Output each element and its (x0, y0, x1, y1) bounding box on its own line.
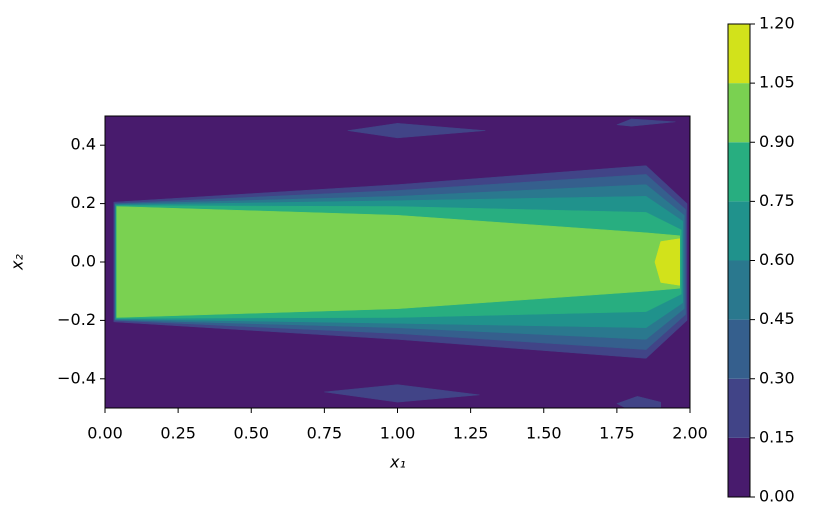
x-tick-label: 1.25 (453, 424, 489, 443)
y-tick-label: −0.4 (57, 368, 96, 387)
x-tick-label: 0.50 (233, 424, 269, 443)
x-tick-label: 0.00 (87, 424, 123, 443)
contour-region (654, 238, 681, 286)
colorbar-tick-label: 0.75 (759, 191, 795, 210)
y-tick-label: 0.4 (71, 135, 96, 154)
contour-region (616, 396, 661, 409)
colorbar-tick-label: 0.00 (759, 487, 795, 506)
colorbar-tick-label: 0.30 (759, 368, 795, 387)
colorbar-tick-label: 0.15 (759, 427, 795, 446)
y-tick-label: 0.2 (71, 193, 96, 212)
colorbar-band (728, 24, 750, 84)
colorbar-band (728, 142, 750, 202)
colorbar-tick-label: 0.90 (759, 132, 795, 151)
y-tick-label: −0.2 (57, 310, 96, 329)
contour-region (324, 384, 480, 403)
contour-region (116, 206, 681, 318)
y-axis-label: x₂ (8, 253, 27, 270)
colorbar-band (728, 378, 750, 438)
contour-region (347, 123, 486, 139)
x-tick-label: 0.75 (307, 424, 343, 443)
colorbar-band (728, 83, 750, 143)
x-axis-label: x₁ (389, 453, 406, 472)
x-tick-label: 1.50 (526, 424, 562, 443)
colorbar-tick-label: 0.60 (759, 250, 795, 269)
colorbar-band (728, 319, 750, 379)
x-tick-label: 1.75 (599, 424, 635, 443)
colorbar-band (728, 201, 750, 261)
colorbar-band (728, 437, 750, 497)
colorbar-tick-label: 1.05 (759, 73, 795, 92)
colorbar-tick-label: 1.20 (759, 14, 795, 33)
colorbar-band (728, 260, 750, 320)
contour-region (616, 118, 676, 127)
y-tick-label: 0.0 (71, 252, 96, 271)
x-tick-label: 1.00 (380, 424, 416, 443)
colorbar-tick-label: 0.45 (759, 309, 795, 328)
x-tick-label: 2.00 (672, 424, 708, 443)
x-tick-label: 0.25 (160, 424, 196, 443)
